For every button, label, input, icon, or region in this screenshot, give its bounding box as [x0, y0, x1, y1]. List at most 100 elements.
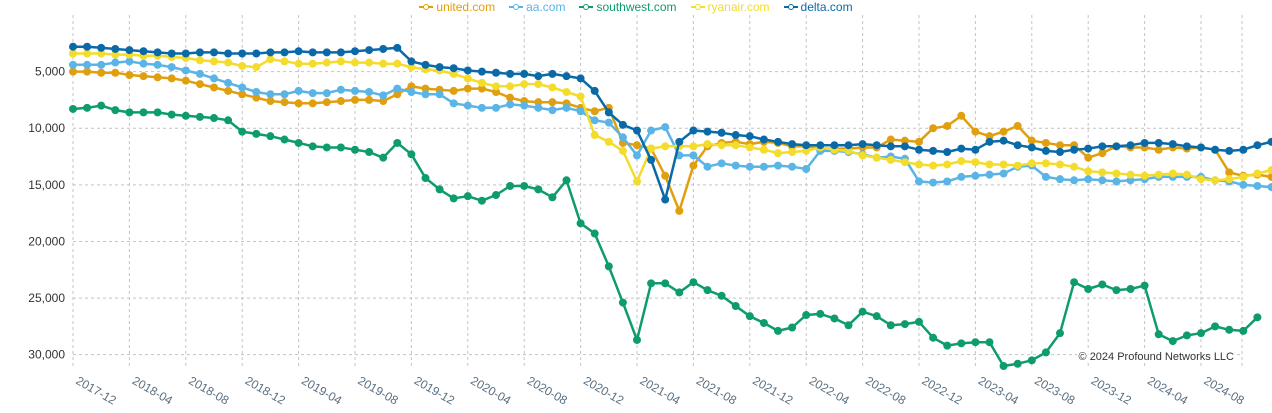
data-point-aa	[1112, 177, 1121, 186]
data-point-united	[351, 95, 359, 104]
data-point-united	[238, 90, 247, 99]
data-point-united	[915, 137, 923, 146]
data-point-ryanair	[1267, 166, 1272, 175]
data-point-ryanair	[985, 160, 994, 169]
data-point-delta	[1070, 145, 1079, 154]
data-point-southwest	[1211, 322, 1220, 331]
data-point-southwest	[266, 132, 275, 141]
data-point-southwest	[252, 129, 261, 138]
data-point-delta	[1253, 141, 1262, 150]
series-line-ryanair	[73, 52, 1272, 183]
legend-item-southwest[interactable]: southwest.com	[579, 0, 677, 14]
data-point-ryanair	[1225, 175, 1234, 184]
data-point-aa	[477, 103, 486, 112]
data-point-aa	[125, 57, 134, 66]
data-point-southwest	[1098, 280, 1107, 289]
legend-swatch	[690, 1, 705, 13]
legend-item-aa[interactable]: aa.com	[509, 0, 565, 14]
data-point-united	[999, 127, 1008, 136]
data-point-aa	[1267, 183, 1272, 192]
data-point-delta	[407, 57, 416, 66]
data-point-aa	[379, 91, 388, 100]
data-point-aa	[633, 151, 641, 160]
data-point-delta	[562, 72, 571, 81]
data-point-aa	[1239, 180, 1248, 189]
data-point-united	[69, 67, 77, 76]
legend-item-ryanair[interactable]: ryanair.com	[690, 0, 770, 14]
data-point-delta	[1056, 148, 1064, 157]
data-point-ryanair	[308, 59, 317, 68]
data-point-southwest	[308, 142, 317, 151]
data-point-delta	[788, 140, 797, 149]
data-point-ryanair	[280, 57, 289, 66]
data-point-ryanair	[971, 158, 980, 167]
data-point-united	[97, 68, 106, 77]
data-point-ryanair	[717, 141, 726, 150]
data-point-ryanair	[1056, 160, 1064, 169]
data-point-united	[661, 171, 670, 180]
y-tick-label: 5,000	[35, 65, 65, 79]
legend-item-delta[interactable]: delta.com	[783, 0, 853, 14]
data-point-southwest	[379, 153, 388, 162]
data-point-southwest	[224, 116, 233, 125]
data-point-delta	[238, 49, 247, 58]
data-point-ryanair	[1070, 162, 1079, 171]
data-point-aa	[562, 103, 571, 112]
y-tick-label: 15,000	[28, 178, 65, 192]
data-point-united	[1084, 153, 1093, 162]
data-point-united	[633, 141, 641, 150]
data-point-southwest	[1112, 286, 1121, 295]
data-point-aa	[407, 87, 416, 96]
data-point-southwest	[1168, 337, 1177, 346]
data-point-delta	[1126, 141, 1135, 150]
data-point-southwest	[915, 317, 923, 326]
x-tick-label: 2017-12	[74, 373, 119, 407]
data-point-southwest	[407, 150, 416, 159]
data-point-southwest	[618, 298, 627, 307]
y-tick-label: 10,000	[28, 121, 65, 135]
data-point-delta	[999, 136, 1008, 145]
data-point-aa	[971, 171, 980, 180]
data-point-ryanair	[731, 141, 740, 150]
data-point-delta	[308, 48, 317, 57]
data-point-united	[1027, 136, 1036, 145]
legend-swatch	[509, 1, 524, 13]
data-point-delta	[252, 49, 261, 58]
data-point-delta	[915, 145, 923, 154]
data-point-ryanair	[1126, 170, 1135, 179]
data-point-united	[308, 99, 317, 108]
data-point-southwest	[69, 104, 77, 113]
data-point-aa	[266, 90, 275, 99]
data-point-aa	[731, 161, 740, 170]
data-point-aa	[745, 162, 754, 171]
data-point-delta	[294, 47, 303, 56]
data-point-united	[167, 74, 176, 83]
data-point-ryanair	[759, 145, 768, 154]
legend-label: aa.com	[526, 0, 566, 14]
data-point-southwest	[393, 138, 402, 147]
data-point-aa	[463, 101, 472, 110]
data-point-united	[1154, 145, 1163, 154]
data-point-ryanair	[477, 78, 486, 87]
x-tick-label: 2024-04	[1145, 373, 1190, 407]
data-point-ryanair	[703, 140, 712, 149]
data-point-southwest	[745, 312, 754, 321]
data-point-delta	[139, 47, 148, 56]
data-point-southwest	[689, 278, 698, 287]
data-point-delta	[1267, 137, 1272, 146]
data-point-aa	[153, 60, 162, 69]
data-point-delta	[1211, 145, 1220, 154]
data-point-aa	[661, 123, 670, 132]
legend: united.com aa.com southwest.com ryanair.com…	[0, 0, 1272, 14]
data-point-united	[985, 132, 994, 141]
data-point-southwest	[167, 110, 176, 119]
data-point-ryanair	[97, 49, 106, 58]
data-point-aa	[1084, 175, 1093, 184]
legend-item-united[interactable]: united.com	[419, 0, 495, 14]
data-point-delta	[266, 48, 275, 57]
data-point-delta	[647, 155, 656, 164]
data-point-ryanair	[618, 146, 627, 155]
data-point-delta	[802, 141, 811, 150]
data-point-southwest	[238, 127, 247, 136]
